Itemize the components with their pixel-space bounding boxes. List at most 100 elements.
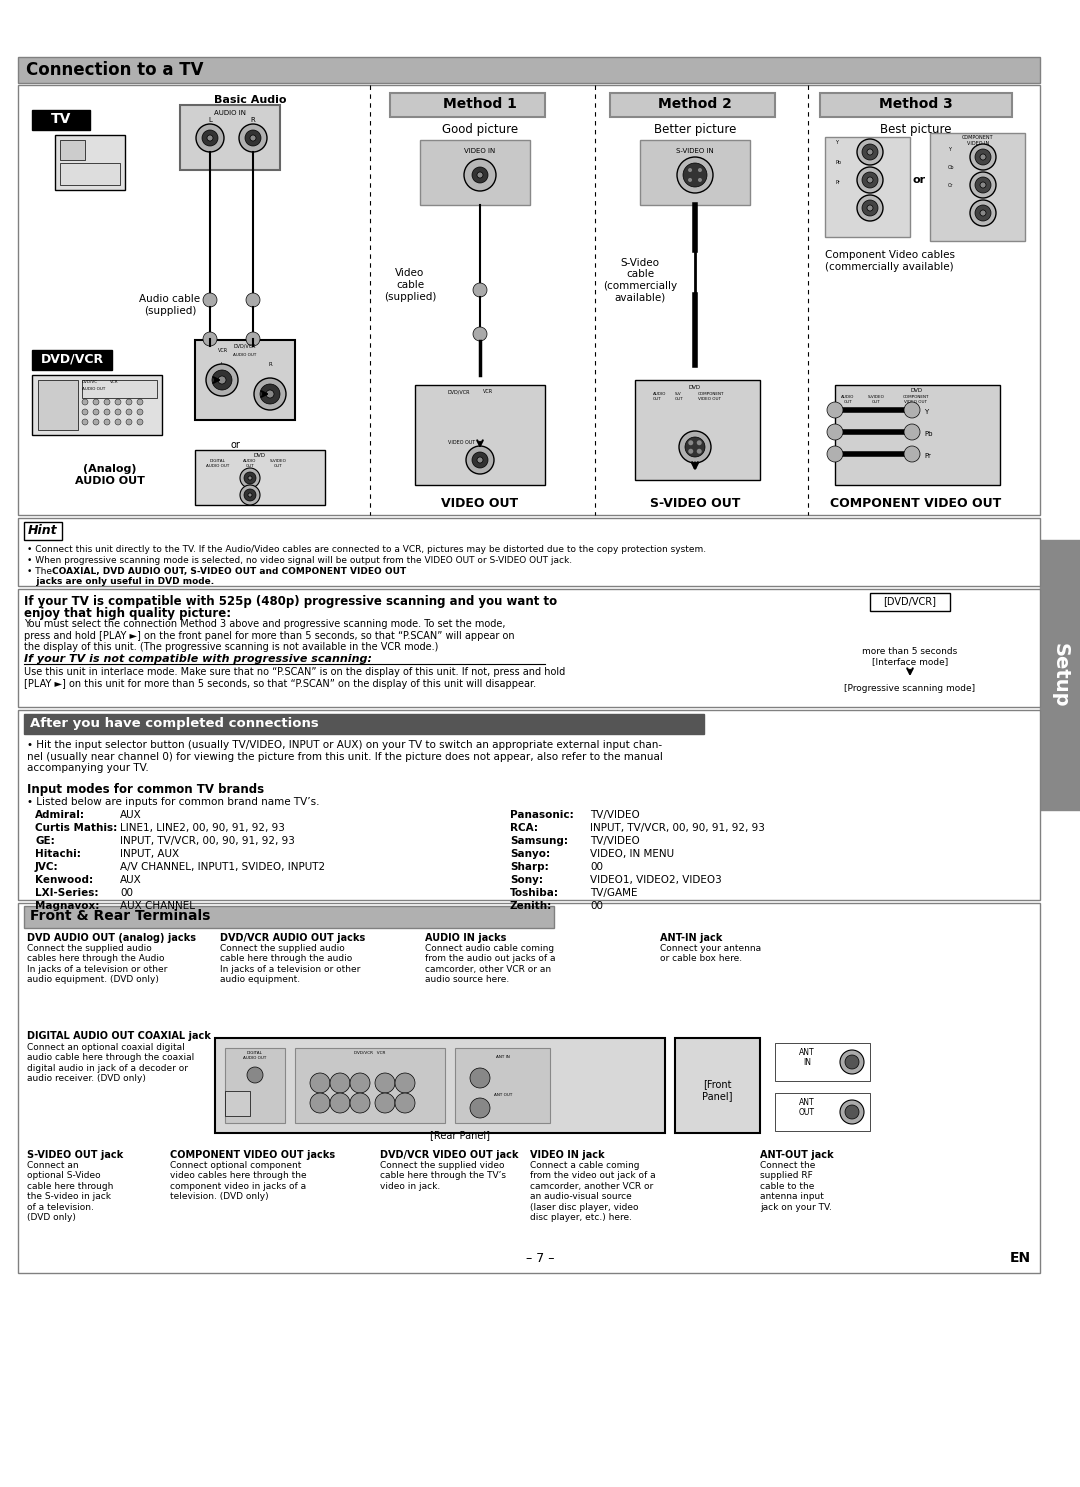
Circle shape [980,210,986,216]
Text: VCR: VCR [218,348,228,352]
Bar [825,137,910,236]
Text: Audio cable
(supplied): Audio cable (supplied) [139,294,201,315]
Text: 00: 00 [120,888,133,898]
Circle shape [904,446,920,462]
Text: VIDEO OUT: VIDEO OUT [442,497,518,510]
Text: AUDIO OUT: AUDIO OUT [233,352,257,357]
Text: Connection to a TV: Connection to a TV [26,61,203,79]
Text: R: R [251,117,255,123]
Circle shape [93,409,99,415]
Text: Connect an
optional S-Video
cable here through
the S-video in jack
of a televisi: Connect an optional S-Video cable here t… [27,1161,113,1222]
Circle shape [473,327,487,341]
Text: DIGITAL
AUDIO OUT: DIGITAL AUDIO OUT [243,1051,267,1060]
Text: • Connect this unit directly to the TV. If the Audio/Video cables are connected : • Connect this unit directly to the TV. … [27,546,706,555]
Bar [38,381,78,430]
Text: Y: Y [924,409,928,415]
Bar [640,140,750,205]
Circle shape [858,138,883,165]
Text: Best picture: Best picture [880,123,951,135]
Circle shape [246,293,260,306]
Text: If your TV is not compatible with progressive scanning:: If your TV is not compatible with progre… [24,654,372,665]
Bar [32,349,112,370]
Circle shape [970,144,996,170]
Text: Method 3: Method 3 [879,97,953,112]
Text: S-VIDEO
OUT: S-VIDEO OUT [270,459,286,467]
Circle shape [688,178,692,181]
Text: TV/VIDEO: TV/VIDEO [590,836,639,846]
Circle shape [465,446,494,474]
Text: (Analog)
AUDIO OUT: (Analog) AUDIO OUT [76,464,145,486]
Text: A/V CHANNEL, INPUT1, SVIDEO, INPUT2: A/V CHANNEL, INPUT1, SVIDEO, INPUT2 [120,862,325,871]
Text: AUX CHANNEL: AUX CHANNEL [120,901,195,912]
Circle shape [679,431,711,462]
Circle shape [249,135,256,141]
Bar [18,709,1040,900]
Circle shape [867,205,873,211]
Text: LINE1, LINE2, 00, 90, 91, 92, 93: LINE1, LINE2, 00, 90, 91, 92, 93 [120,822,285,833]
Text: AUDIO
OUT: AUDIO OUT [841,396,854,403]
Circle shape [688,449,693,454]
Text: 00: 00 [590,901,603,912]
Circle shape [248,476,252,480]
Text: AUDIO
OUT: AUDIO OUT [653,393,666,400]
Circle shape [904,424,920,440]
Text: DVD: DVD [910,388,923,393]
Text: Front & Rear Terminals: Front & Rear Terminals [30,909,211,923]
Text: TV: TV [51,112,71,126]
Bar [455,1048,550,1123]
Text: VIDEO IN: VIDEO IN [464,149,496,155]
Text: Pb: Pb [835,161,841,165]
Text: Connect your antenna
or cable box here.: Connect your antenna or cable box here. [660,944,761,964]
Circle shape [330,1093,350,1112]
Circle shape [195,123,224,152]
Circle shape [104,419,110,425]
Text: LXI-Series:: LXI-Series: [35,888,98,898]
Circle shape [254,378,286,410]
Circle shape [93,399,99,404]
Bar [225,1091,249,1117]
Bar [775,1042,870,1081]
Text: Hitachi:: Hitachi: [35,849,81,859]
Text: INPUT, AUX: INPUT, AUX [120,849,179,859]
Text: ANT
IN: ANT IN [799,1048,814,1068]
Circle shape [827,401,843,418]
Circle shape [137,419,143,425]
Bar [32,375,162,436]
Text: COMPONENT
VIDEO OUT: COMPONENT VIDEO OUT [903,396,929,403]
Bar [82,381,157,399]
Circle shape [840,1050,864,1074]
Bar [32,110,90,129]
Text: DVD/VCR   VCR: DVD/VCR VCR [354,1051,386,1054]
Text: [Front
Panel]: [Front Panel] [702,1080,732,1100]
Text: VIDEO IN jack: VIDEO IN jack [530,1149,605,1160]
Text: DIGITAL
AUDIO OUT: DIGITAL AUDIO OUT [206,459,230,467]
Circle shape [862,172,878,187]
Bar [870,593,950,611]
Bar [18,85,1040,515]
Text: DIGITAL AUDIO OUT COAXIAL jack: DIGITAL AUDIO OUT COAXIAL jack [27,1030,211,1041]
Text: DVD: DVD [254,454,266,458]
Circle shape [677,158,713,193]
Text: RCA:: RCA: [510,822,538,833]
Circle shape [473,283,487,297]
Bar [1040,540,1080,810]
Text: or: or [230,440,240,451]
Circle shape [970,172,996,198]
Circle shape [218,376,226,384]
Circle shape [975,205,991,222]
Circle shape [845,1054,859,1069]
Text: Sony:: Sony: [510,874,543,885]
Circle shape [867,177,873,183]
Text: AUDIO
OUT: AUDIO OUT [243,459,257,467]
Circle shape [862,199,878,216]
Circle shape [697,449,702,454]
Bar [24,906,554,928]
Circle shape [212,370,232,390]
Text: Good picture: Good picture [442,123,518,135]
Text: L: L [220,361,224,367]
Text: Toshiba:: Toshiba: [510,888,559,898]
Text: ANT IN: ANT IN [496,1054,510,1059]
Text: Cr: Cr [948,183,954,187]
Circle shape [240,485,260,506]
Text: You must select the connection Method 3 above and progressive scanning mode. To : You must select the connection Method 3 … [24,619,515,653]
